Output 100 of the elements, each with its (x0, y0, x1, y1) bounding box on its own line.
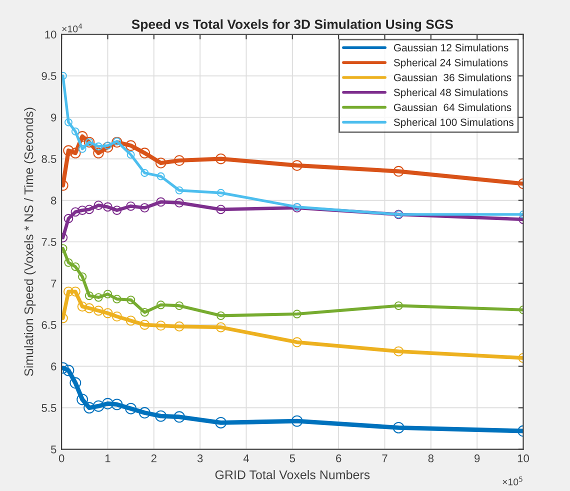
point (174, 321, 184, 332)
point (125, 140, 136, 151)
point (394, 346, 404, 356)
x-axis-title: GRID Total Voxels Numbers (215, 470, 370, 480)
point (64, 214, 74, 224)
point (156, 197, 166, 207)
point (174, 411, 186, 423)
point (94, 293, 103, 302)
point (140, 168, 149, 177)
point (104, 142, 112, 150)
point (111, 398, 123, 410)
point (63, 145, 74, 156)
point (156, 320, 166, 331)
y-tick-label: 6.5 (42, 321, 56, 329)
point (64, 118, 72, 126)
point (126, 150, 135, 159)
point (126, 296, 136, 304)
legend-label: Gaussian 36 Simulations (394, 74, 512, 82)
point (292, 160, 302, 171)
point (93, 148, 104, 158)
point (216, 204, 226, 214)
point (215, 416, 227, 428)
point (216, 311, 226, 320)
point (77, 302, 88, 312)
y-tick-label: 9.5 (42, 72, 56, 80)
x-tick-label: 1 (105, 454, 110, 462)
y-tick-label: 7.5 (42, 238, 56, 246)
chart-title: Speed vs Total Voxels for 3D Simulation Using SGS (132, 19, 453, 32)
point (156, 300, 166, 310)
point (138, 407, 150, 418)
point (174, 155, 185, 166)
point (393, 166, 404, 177)
point (84, 291, 94, 300)
point (71, 262, 80, 272)
point (92, 400, 104, 412)
point (140, 308, 150, 317)
point (78, 206, 88, 215)
point (125, 402, 137, 414)
point (139, 148, 150, 158)
point (70, 286, 80, 297)
point (84, 402, 95, 414)
point (112, 137, 121, 146)
point (62, 364, 74, 376)
point (292, 337, 302, 348)
point (103, 202, 112, 212)
legend-label: Spherical 48 Simulations (394, 88, 508, 98)
y-tick-label: 7 (51, 280, 56, 288)
x-tick-label: 5 (290, 454, 296, 462)
x-tick-label: 9 (474, 454, 480, 462)
point (64, 258, 73, 267)
point (392, 422, 404, 434)
text: ×10$^{5}$ (502, 476, 522, 486)
text: ×10$^{4}$ (62, 24, 82, 32)
point (215, 153, 226, 164)
point (156, 172, 165, 180)
point (126, 316, 136, 326)
x-tick-label: 7 (382, 454, 388, 462)
point (76, 394, 88, 406)
y-tick-label: 9 (51, 114, 56, 122)
y-axis-title: Simulation Speed (Voxels * NS / Time (Seconds) (24, 108, 36, 376)
point (112, 206, 122, 215)
point (103, 290, 112, 298)
point (71, 127, 80, 136)
point (216, 188, 225, 197)
point (292, 310, 302, 318)
point (93, 306, 104, 316)
point (155, 410, 167, 422)
point (112, 294, 122, 304)
point (70, 377, 82, 389)
point (174, 301, 184, 310)
y-tick-label: 10 (45, 30, 56, 39)
legend-label: Spherical 24 Simulations (394, 58, 508, 68)
point (94, 142, 102, 150)
point (63, 286, 74, 297)
y-tick-label: 5 (50, 446, 56, 454)
legend-label: Gaussian 12 Simulations (394, 44, 508, 52)
y-tick-label: 5.5 (42, 404, 56, 412)
point (112, 136, 122, 148)
point (78, 272, 87, 282)
x-tick-label: 6 (336, 454, 342, 462)
x-tick-label: 2 (151, 454, 156, 462)
x-tick-label: 10 (518, 454, 530, 462)
point (84, 303, 94, 314)
x-tick-label: 4 (243, 454, 250, 462)
point (175, 186, 184, 194)
legend-label: Spherical 100 Simulations (394, 118, 514, 128)
point (102, 142, 114, 153)
point (126, 201, 136, 211)
x-tick-label: 8 (428, 454, 434, 462)
point (174, 198, 184, 208)
x-tick-label: 0 (58, 454, 64, 462)
point (78, 144, 86, 153)
point (140, 320, 150, 330)
point (102, 398, 114, 410)
point (216, 322, 226, 332)
point (291, 415, 303, 427)
y-tick-label: 8.5 (42, 155, 56, 163)
y-tick-label: 8 (51, 196, 56, 204)
y-tick-label: 6 (51, 362, 56, 370)
point (394, 301, 403, 310)
